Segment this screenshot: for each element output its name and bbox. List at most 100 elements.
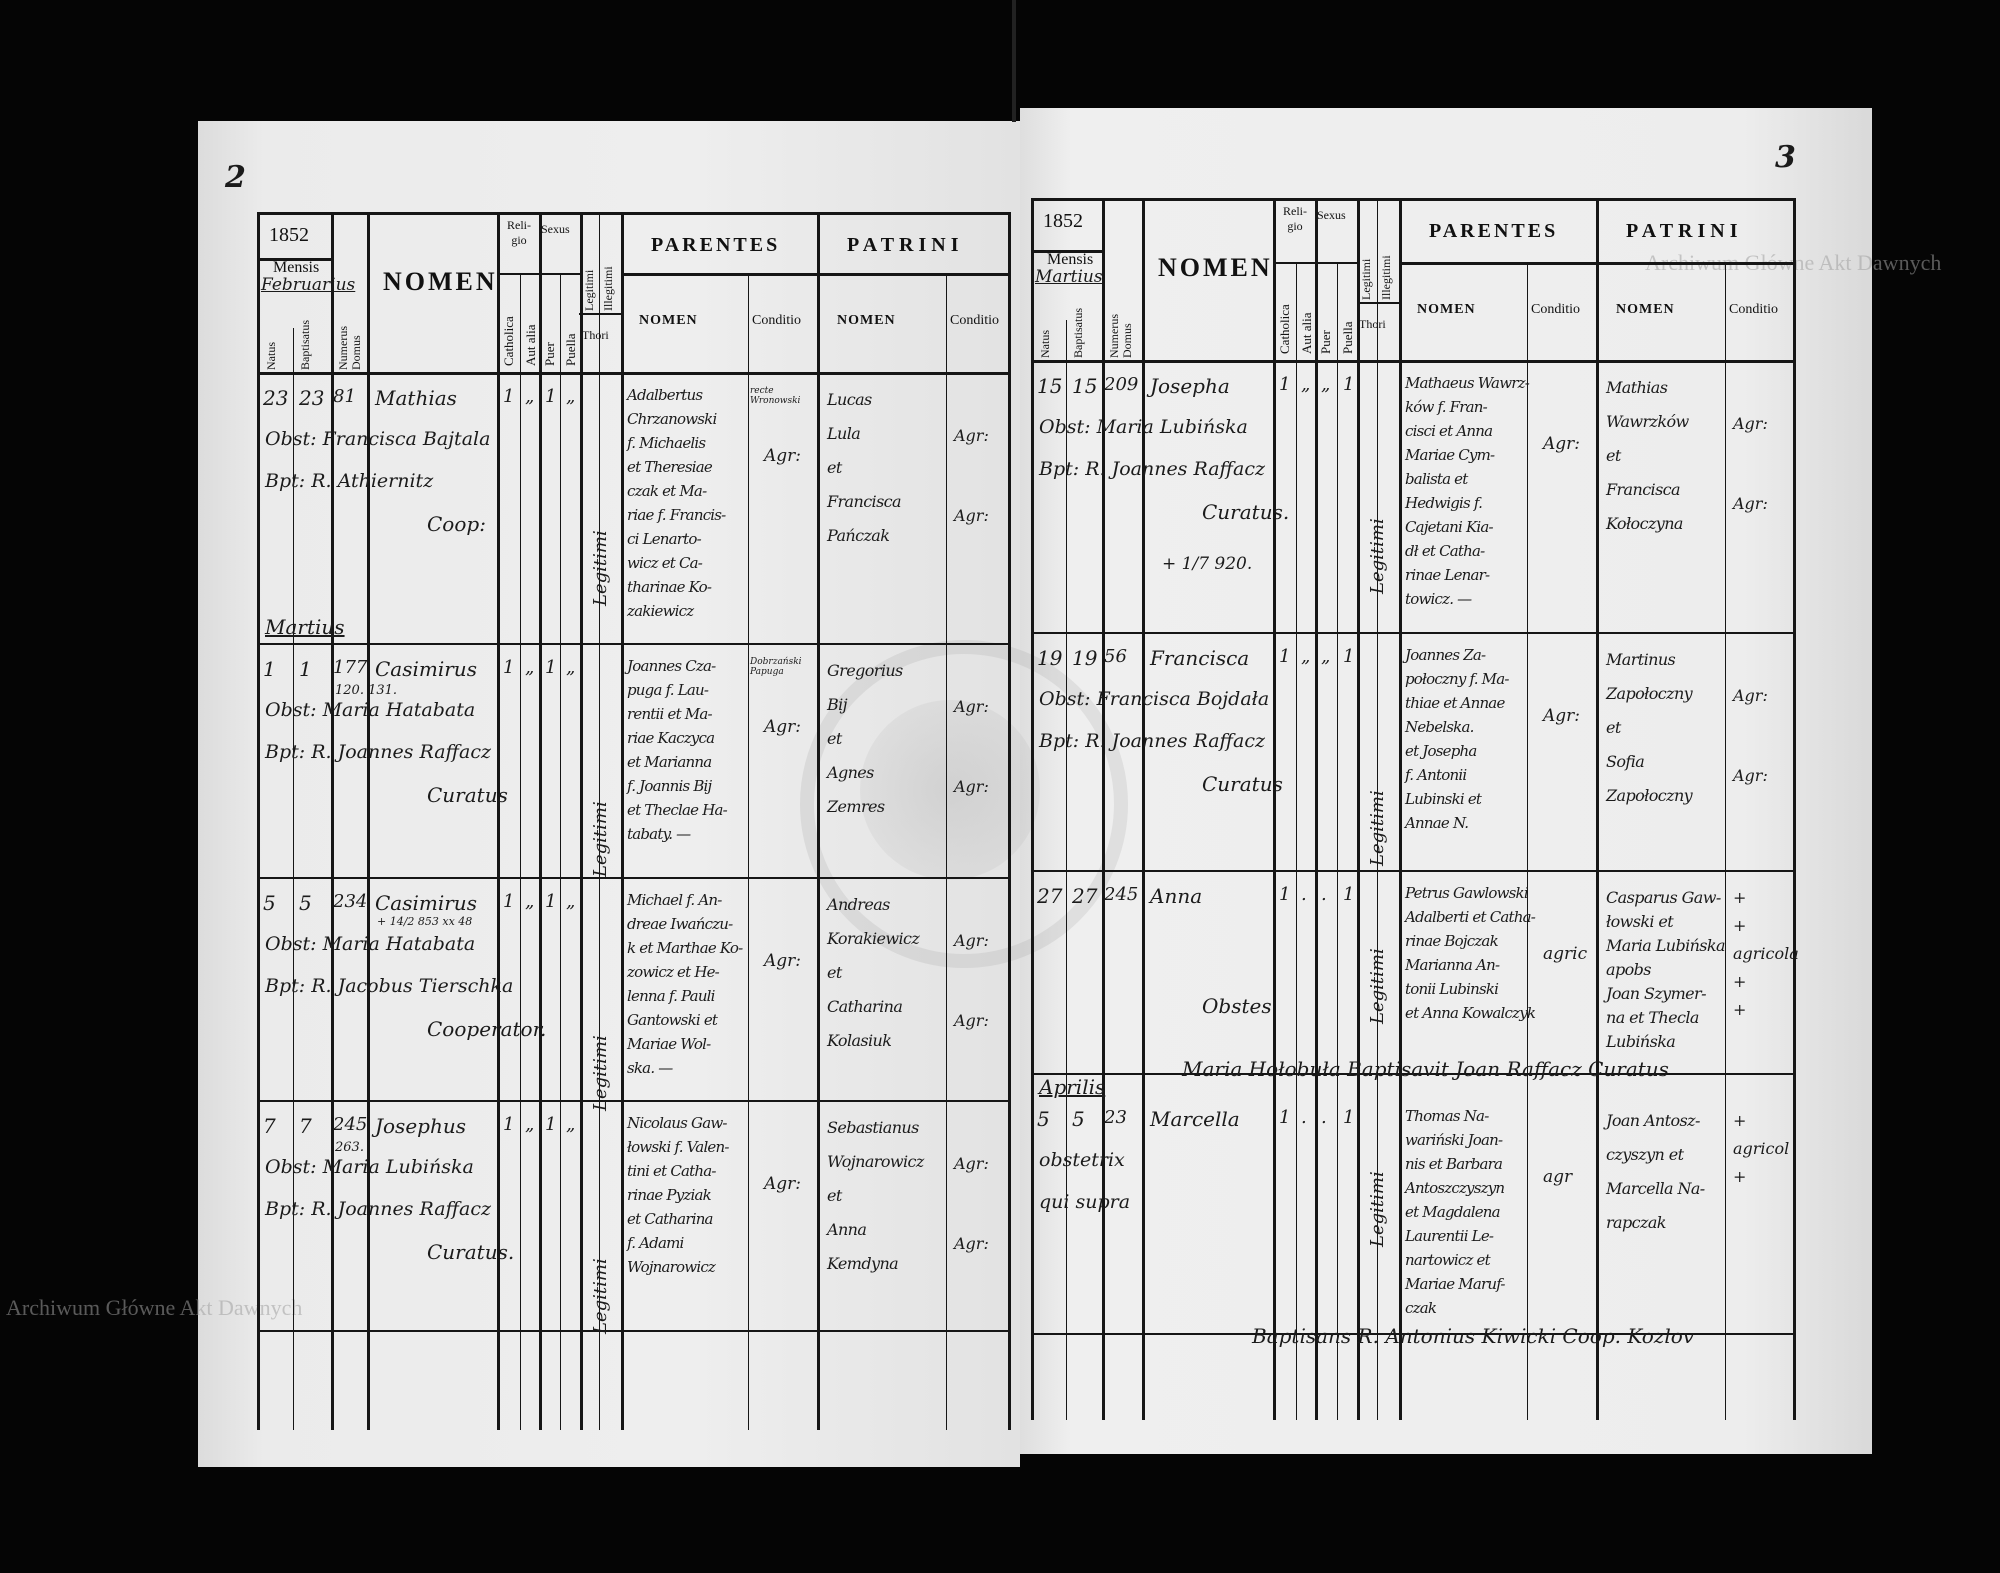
column-rule — [1315, 198, 1318, 1420]
year-rule — [1031, 250, 1102, 253]
child-name: Josephus — [375, 1114, 466, 1138]
death-note: + 1/7 920. — [1162, 554, 1253, 574]
religio-catholica: 1 — [1279, 1107, 1291, 1128]
parents-conditio: Agr: — [764, 446, 802, 466]
parents-conditio: agric — [1543, 944, 1588, 964]
parentes-conditio-label: Conditio — [752, 313, 802, 328]
baptisatus-day: 27 — [1072, 884, 1098, 908]
column-subrule — [1377, 198, 1378, 1420]
sexus-label: Sexus — [541, 222, 570, 236]
sexus-puer: „ — [1321, 646, 1331, 667]
baptisatus-day: 15 — [1072, 374, 1098, 398]
baptisatus-day: 1 — [299, 657, 312, 681]
parents-line: tonii Lubinski — [1405, 980, 1499, 998]
signature-title: Curatus. — [1202, 500, 1290, 524]
godparents-line: Maria Lubińska — [1606, 936, 1726, 955]
religio-catholica: 1 — [503, 657, 515, 678]
sexus-puella: 1 — [1343, 884, 1355, 905]
parents-line: zowicz et He- — [627, 963, 720, 981]
godparents-conditio: Agr: — [1733, 686, 1768, 705]
row-divider — [257, 643, 1008, 645]
baptisatus-day: 5 — [1072, 1107, 1085, 1131]
child-name-note: + 14/2 853 xx 48 — [377, 915, 473, 928]
subheader-rule — [497, 273, 580, 275]
patrini-conditio-label: Conditio — [1729, 302, 1779, 317]
sexus-puer: . — [1321, 1107, 1327, 1128]
column-subrule — [560, 273, 561, 1430]
parents-line: Annae N. — [1405, 814, 1469, 832]
parents-line: Nicolaus Gaw- — [627, 1114, 727, 1132]
parents-line: czak et Ma- — [627, 482, 707, 500]
parents-line: czak — [1405, 1299, 1437, 1317]
baptisatus-day: 19 — [1072, 646, 1098, 670]
godparents-line: Andreas — [827, 895, 890, 914]
sexus-puella: „ — [566, 891, 576, 912]
parents-line: Adalberti et Catha- — [1405, 908, 1536, 926]
register-note: Maria Hołobuła Baptisavit Joan Raffacz C… — [1182, 1057, 1669, 1081]
religio-catholica: 1 — [1279, 646, 1291, 667]
baptisatus-label: Baptisatus — [1071, 308, 1085, 358]
godparents-conditio: Agr: — [954, 1154, 989, 1173]
parents-conditio: agr — [1543, 1167, 1573, 1187]
column-rule — [621, 212, 624, 1430]
parents-line: dreae Iwańczu- — [627, 915, 733, 933]
mensis-label: Mensis — [273, 259, 320, 276]
child-name: Casimirus — [375, 657, 477, 681]
parents-line: Antoszczyszyn — [1405, 1179, 1505, 1197]
religio-aut-alia: „ — [525, 386, 535, 407]
legitimi-label: Legitimi — [1359, 258, 1373, 300]
column-subrule — [946, 273, 947, 1430]
house-number: 234 — [333, 891, 368, 912]
baptisatus-day: 7 — [299, 1114, 312, 1138]
godparents-conditio: Agr: — [954, 931, 989, 950]
column-subrule — [293, 328, 294, 1430]
godparents-line: Zemres — [827, 797, 885, 816]
patrini-conditio-label: Conditio — [950, 313, 1000, 328]
year-rule — [257, 258, 331, 261]
puella-label: Puella — [1340, 321, 1355, 355]
parents-conditio: Agr: — [1543, 706, 1581, 726]
parents-line: Laurentii Le- — [1405, 1227, 1494, 1245]
child-name: Mathias — [375, 386, 457, 410]
sexus-puer: 1 — [545, 657, 557, 678]
page-number: 3 — [1775, 140, 1796, 175]
baptisatus-day: 5 — [299, 891, 312, 915]
parents-line: Gantowski et — [627, 1011, 718, 1029]
officiant-line: obstetrix — [1039, 1149, 1125, 1171]
parents-line: Petrus Gawlowski — [1405, 884, 1529, 902]
column-subrule — [1527, 262, 1528, 1420]
month-break-label: Martius — [265, 615, 345, 639]
house-number: 81 — [333, 386, 356, 407]
godparents-line: Kemdyna — [827, 1254, 899, 1273]
house-number: 209 — [1104, 374, 1139, 395]
parents-line: ci Lenarto- — [627, 530, 702, 548]
column-rule — [1357, 198, 1360, 1420]
sexus-puer: „ — [1321, 374, 1331, 395]
parents-line: lenna f. Pauli — [627, 987, 715, 1005]
parents-line: nis et Barbara — [1405, 1155, 1503, 1173]
officiant-line: Bpt: R. Athiernitz — [265, 470, 434, 492]
row-divider — [1031, 632, 1793, 634]
natus-label: Natus — [264, 342, 278, 370]
year-label: 1852 — [269, 224, 309, 246]
subheader-rule — [621, 273, 1008, 276]
godparents-conditio: + — [1733, 972, 1747, 991]
row-divider — [1031, 870, 1793, 872]
column-rule — [367, 212, 370, 1430]
officiant-line: Bpt: R. Joannes Raffacz — [1039, 730, 1265, 752]
parents-line: połoczny f. Ma- — [1405, 670, 1509, 688]
sexus-puella: „ — [566, 386, 576, 407]
parents-line: Mariae Wol- — [627, 1035, 711, 1053]
godparents-line: Joan Szymer- — [1606, 984, 1707, 1003]
house-number: 245 — [1104, 884, 1139, 905]
legitimi-mark: Legitimi — [1367, 518, 1388, 594]
patrini-nomen-label: NOMEN — [837, 313, 896, 328]
parents-line: f. Adami — [627, 1234, 684, 1252]
parents-line: łowski f. Valen- — [627, 1138, 729, 1156]
godparents-conditio: + — [1733, 1000, 1747, 1019]
religio-catholica: 1 — [503, 891, 515, 912]
parentes-header: PARENTES — [1429, 220, 1559, 242]
religio-catholica: 1 — [1279, 374, 1291, 395]
godparents-line: rapczak — [1606, 1213, 1666, 1232]
godparents-line: Sofia — [1606, 752, 1645, 771]
